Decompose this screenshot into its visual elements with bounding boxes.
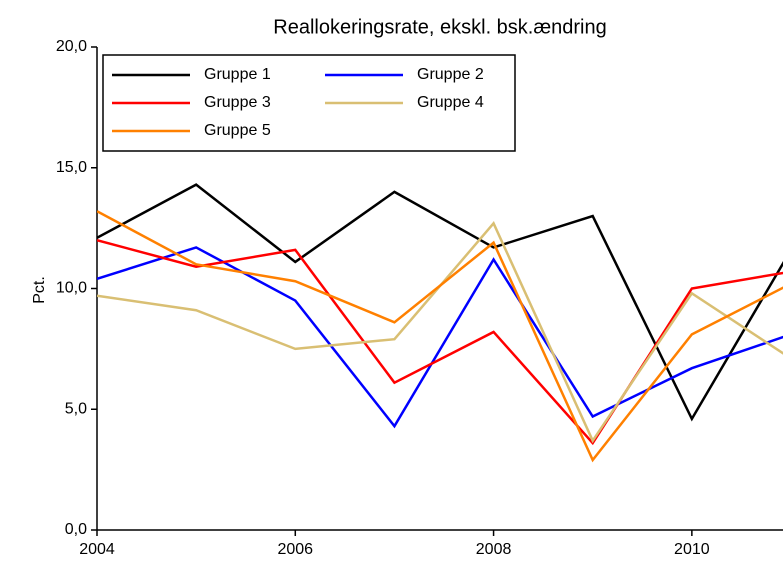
y-tick-label: 5,0 [65, 400, 87, 417]
legend-label: Gruppe 2 [417, 66, 484, 83]
y-tick-label: 0,0 [65, 521, 87, 538]
y-tick-label: 10,0 [56, 280, 87, 297]
series-line [97, 220, 783, 444]
series-line [97, 183, 783, 422]
x-tick-label: 2004 [79, 541, 115, 558]
legend-label: Gruppe 1 [204, 66, 271, 83]
series-line [97, 246, 783, 429]
legend: Gruppe 1 Gruppe 2 Gruppe 3 Gruppe 4 Gruppe 5 [102, 54, 516, 152]
series-line [97, 210, 783, 463]
legend-label: Gruppe 3 [204, 94, 271, 111]
y-tick-label: 15,0 [56, 159, 87, 176]
legend-label: Gruppe 4 [417, 94, 484, 111]
legend-label: Gruppe 5 [204, 122, 271, 139]
x-tick-label: 2008 [476, 541, 512, 558]
chart-title: Reallokeringsrate, ekskl. bsk.ændring [273, 16, 607, 38]
plot-lines [97, 183, 783, 463]
x-tick-label: 2010 [674, 541, 710, 558]
series-line [97, 238, 783, 446]
y-axis-label: Pct. [31, 276, 48, 304]
x-tick-label: 2006 [277, 541, 313, 558]
y-tick-label: 20,0 [56, 38, 87, 55]
